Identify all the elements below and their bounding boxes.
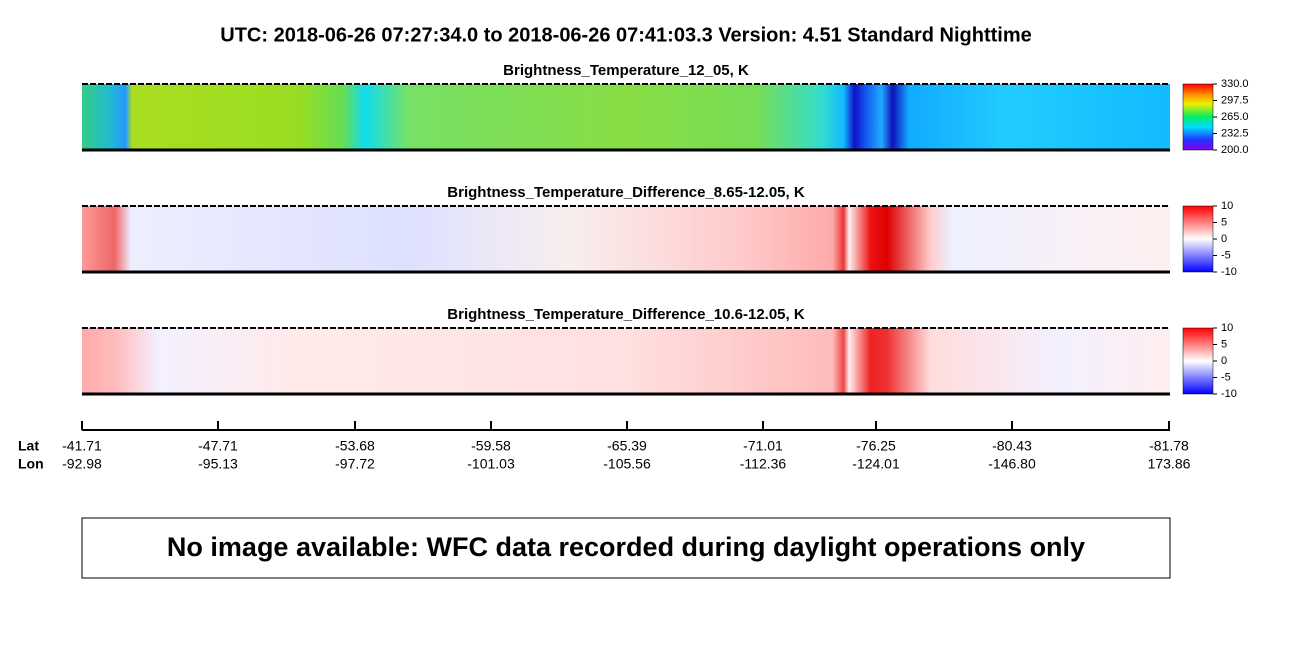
colorbar-tick-label: -5 (1221, 371, 1231, 383)
message-box (81, 517, 1171, 579)
lat-label: -81.78 (1149, 438, 1189, 454)
colorbar-tick-label: 265.0 (1221, 111, 1249, 123)
colorbar-tick-label: -5 (1221, 249, 1231, 261)
colorbar-tick-label: 10 (1221, 200, 1233, 212)
panel-title: Brightness_Temperature_12_05, K (503, 62, 749, 79)
lat-label: -76.25 (856, 438, 896, 454)
lon-label: -101.03 (467, 456, 515, 472)
track-ticks: -41.71 -92.98 -47.71 -95.13 -53.68 -97.72 -59.… (62, 421, 1191, 472)
colorbar-tick-label: 5 (1221, 338, 1227, 350)
panels: Brightness_Temperature_12_05, K 200.0 232.… (82, 62, 1249, 400)
title: UTC: 2018-06-26 07:27:34.0 to 2018-06-26… (220, 24, 1031, 46)
lon-label: -92.98 (62, 456, 102, 472)
panel-title: Brightness_Temperature_Difference_10.6-1… (447, 306, 805, 323)
colorbar-tick-label: 297.5 (1221, 94, 1249, 106)
lon-label: -97.72 (335, 456, 375, 472)
row-label: Lat (18, 438, 39, 454)
lat-label: -80.43 (992, 438, 1032, 454)
colorbar-tick-label: 0 (1221, 233, 1227, 245)
lon-label: -146.80 (988, 456, 1036, 472)
panel-title: Brightness_Temperature_Difference_8.65-1… (447, 184, 805, 201)
lon-label: 173.86 (1148, 456, 1191, 472)
colorbar-tick-label: 330.0 (1221, 78, 1249, 90)
lat-label: -65.39 (607, 438, 647, 454)
colorbar-tick-label: 200.0 (1221, 144, 1249, 156)
lon-label: -112.36 (740, 456, 787, 472)
lat-label: -47.71 (198, 438, 238, 454)
colorbar-tick-label: 5 (1221, 216, 1227, 228)
lon-label: -105.56 (603, 456, 651, 472)
row-label: Lon (18, 456, 44, 472)
colorbar-tick-label: 0 (1221, 355, 1227, 367)
swath-image (82, 84, 1170, 150)
colorbar-tick-label: -10 (1221, 388, 1237, 400)
message: No image available: WFC data recorded du… (167, 532, 1085, 562)
colorbar (1182, 205, 1214, 273)
lon-label: -95.13 (198, 456, 238, 472)
lat-label: -71.01 (743, 438, 783, 454)
lat-label: -41.71 (62, 438, 102, 454)
lon-label: -124.01 (852, 456, 900, 472)
colorbar (1182, 83, 1214, 151)
lat-label: -59.58 (471, 438, 511, 454)
colorbar (1182, 327, 1214, 395)
colorbar-tick-label: 10 (1221, 322, 1233, 334)
swath-image (82, 206, 1170, 272)
colorbar-tick-label: -10 (1221, 266, 1237, 278)
swath-image (82, 328, 1170, 394)
lat-label: -53.68 (335, 438, 375, 454)
colorbar-tick-label: 232.5 (1221, 127, 1249, 139)
